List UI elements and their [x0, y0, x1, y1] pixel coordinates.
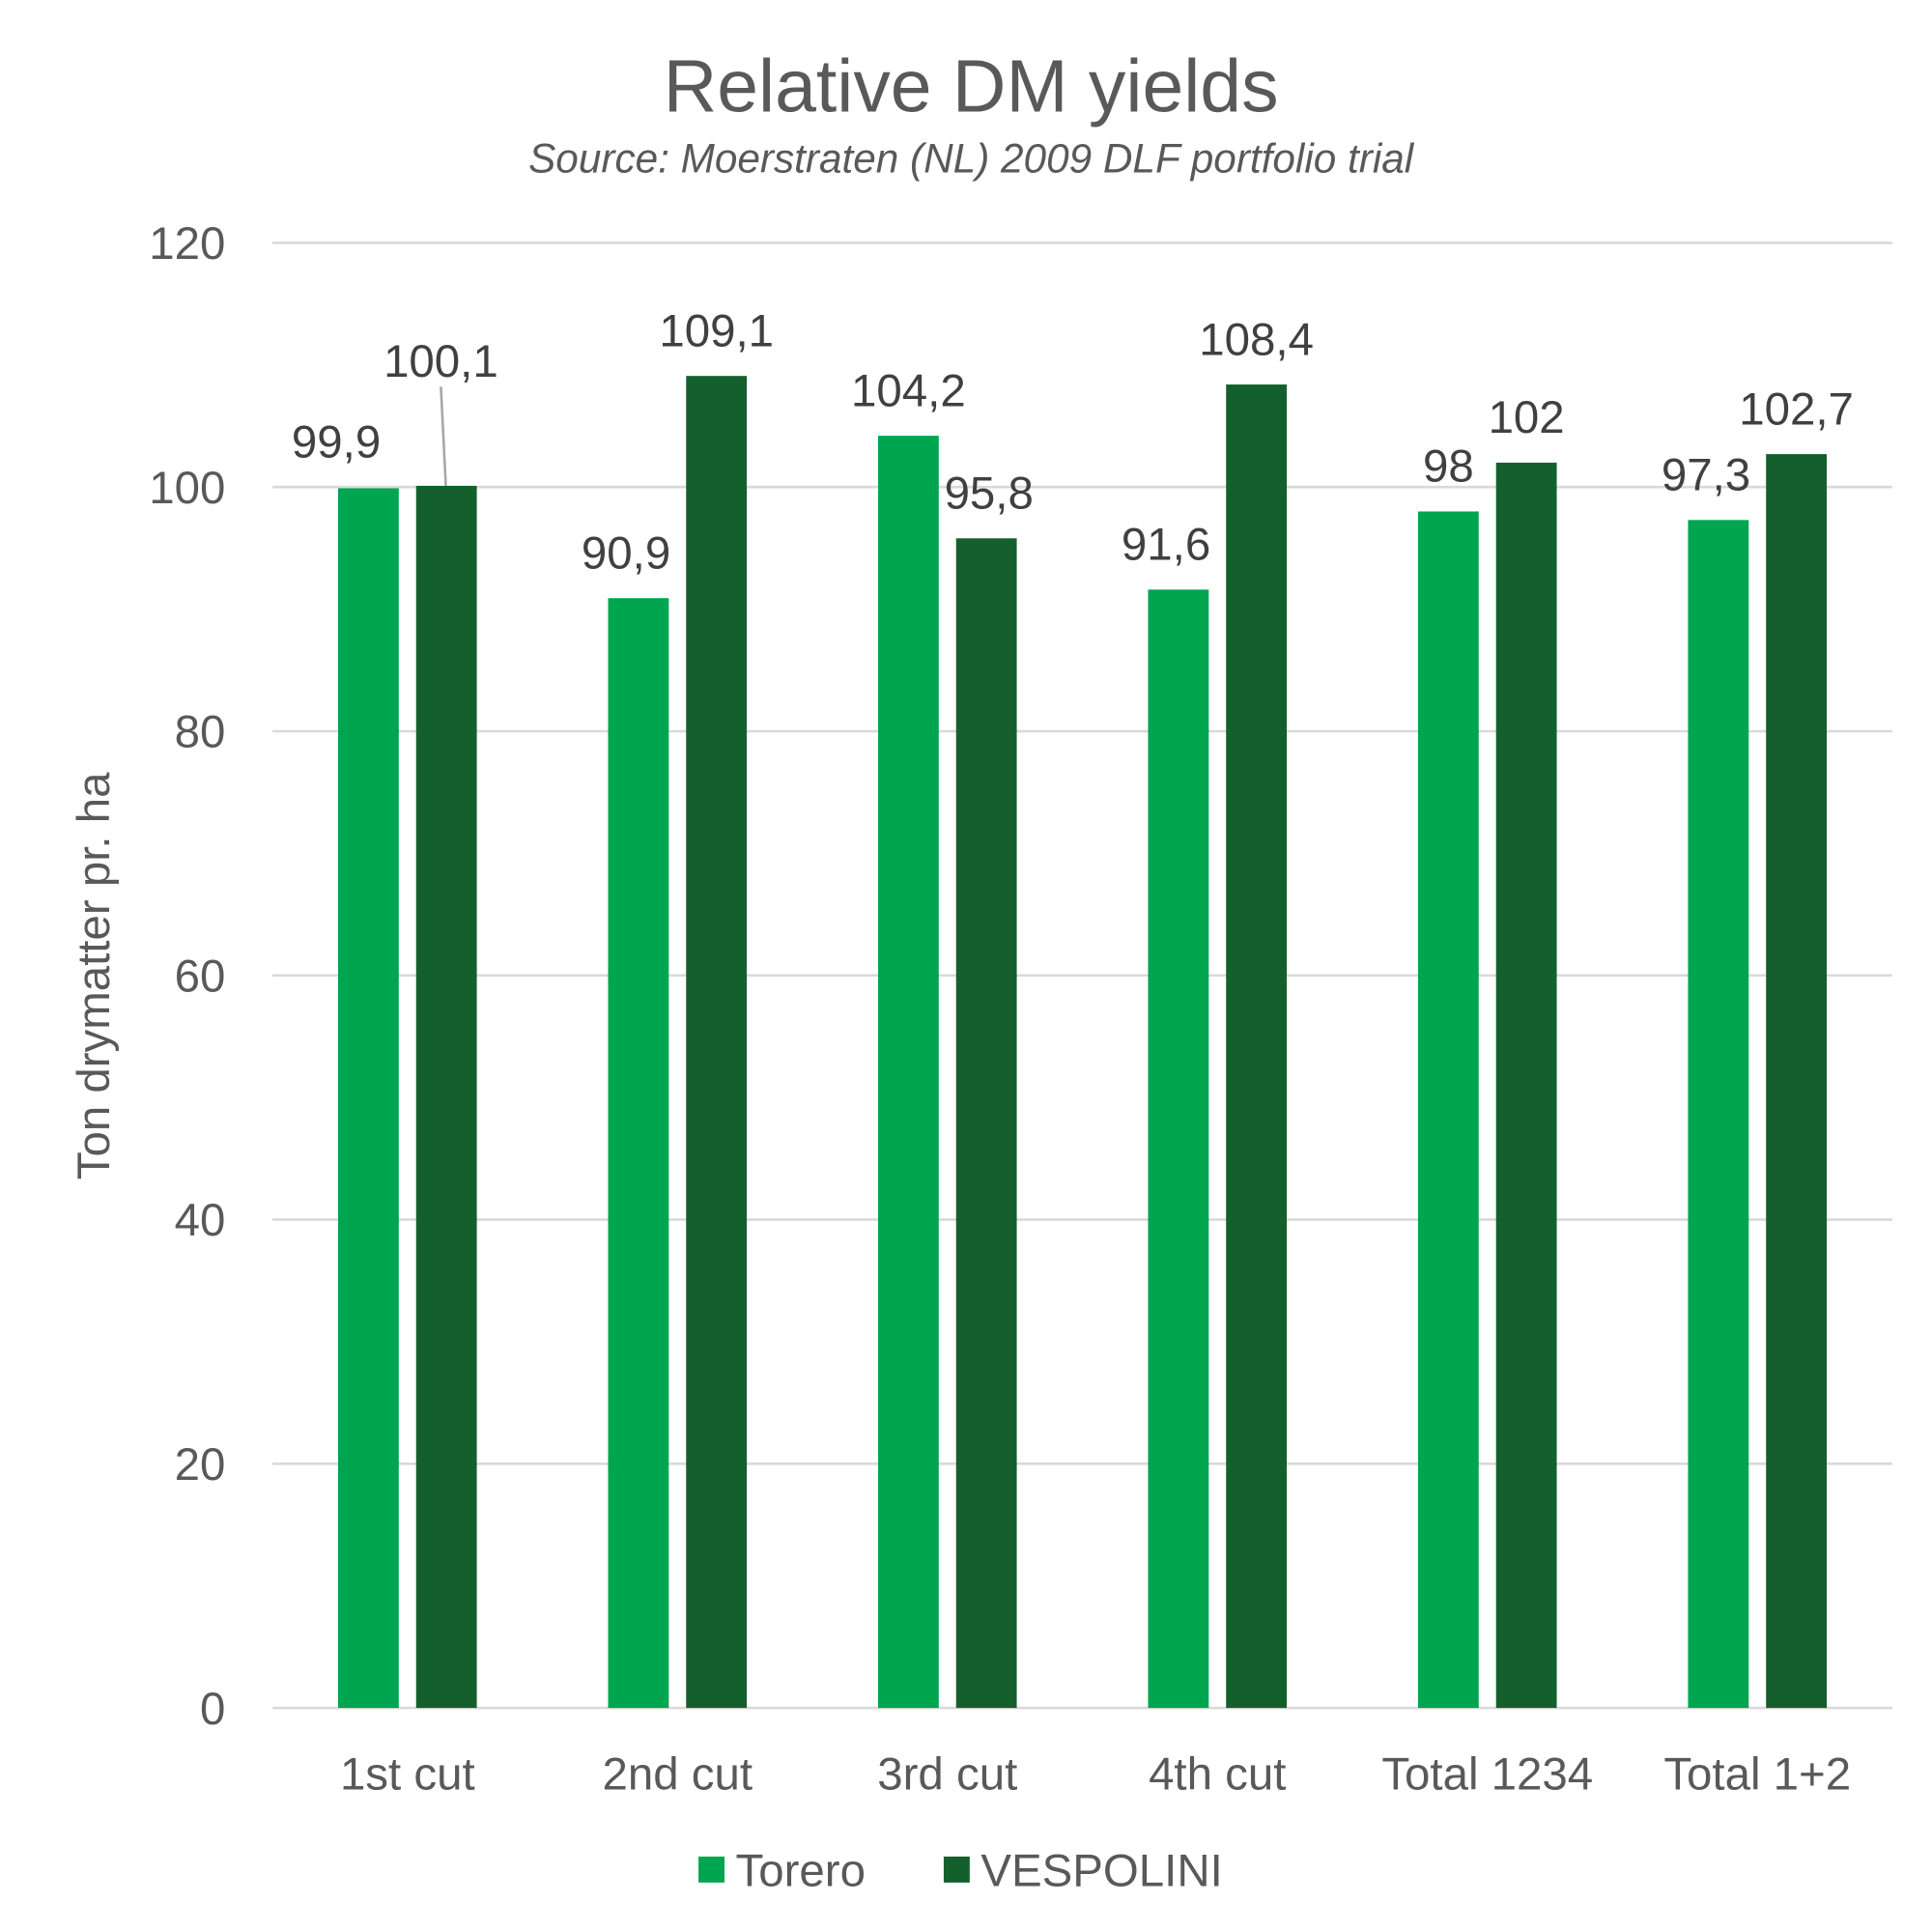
x-tick-label: 2nd cut — [603, 1749, 753, 1801]
data-label: 98 — [1423, 441, 1474, 493]
data-label: 108,4 — [1199, 314, 1314, 365]
x-tick-label: Total 1234 — [1381, 1749, 1593, 1801]
legend-label: Torero — [736, 1846, 866, 1897]
bar-vespolini — [1766, 454, 1828, 1709]
data-label: 95,8 — [945, 469, 1034, 520]
x-tick-label: Total 1+2 — [1663, 1749, 1851, 1801]
data-label: 104,2 — [851, 365, 966, 416]
chart-subtitle: Source: Moerstraten (NL) 2009 DLF portfo… — [528, 135, 1415, 181]
legend-swatch-vespolini — [943, 1856, 970, 1883]
y-tick-label: 60 — [175, 951, 226, 1002]
y-tick-label: 120 — [149, 218, 225, 270]
y-axis-label: Ton drymatter pr. ha — [69, 772, 120, 1179]
data-label: 97,3 — [1662, 450, 1750, 501]
leader-line — [440, 386, 447, 487]
bar-torero — [1417, 511, 1479, 1709]
bar-torero — [1688, 520, 1749, 1709]
data-label: 90,9 — [582, 527, 670, 579]
chart-title: Relative DM yields — [664, 45, 1279, 128]
data-label: 100,1 — [384, 336, 498, 387]
bar-vespolini — [955, 538, 1017, 1709]
x-tick-label: 4th cut — [1149, 1749, 1286, 1801]
legend-swatch-torero — [698, 1856, 724, 1883]
data-label: 102,7 — [1739, 383, 1854, 435]
data-label: 109,1 — [659, 305, 774, 356]
y-tick-label: 40 — [175, 1195, 226, 1246]
y-tick-label: 100 — [149, 463, 225, 514]
data-label: 99,9 — [292, 416, 381, 468]
bar-torero — [338, 488, 399, 1709]
bar-vespolini — [686, 376, 748, 1709]
bar-vespolini — [1226, 384, 1288, 1709]
legend-label: VESPOLINI — [980, 1846, 1222, 1897]
y-tick-label: 0 — [200, 1684, 225, 1735]
y-tick-label: 80 — [175, 707, 226, 758]
bar-vespolini — [1495, 462, 1557, 1709]
data-label: 91,6 — [1122, 520, 1210, 571]
bar-torero — [877, 436, 939, 1709]
bar-torero — [608, 598, 669, 1709]
y-tick-label: 20 — [175, 1439, 226, 1491]
x-tick-label: 3rd cut — [877, 1749, 1017, 1801]
data-label: 102 — [1489, 392, 1565, 443]
bar-torero — [1148, 589, 1209, 1709]
bar-vespolini — [415, 485, 477, 1709]
x-tick-label: 1st cut — [340, 1749, 475, 1801]
